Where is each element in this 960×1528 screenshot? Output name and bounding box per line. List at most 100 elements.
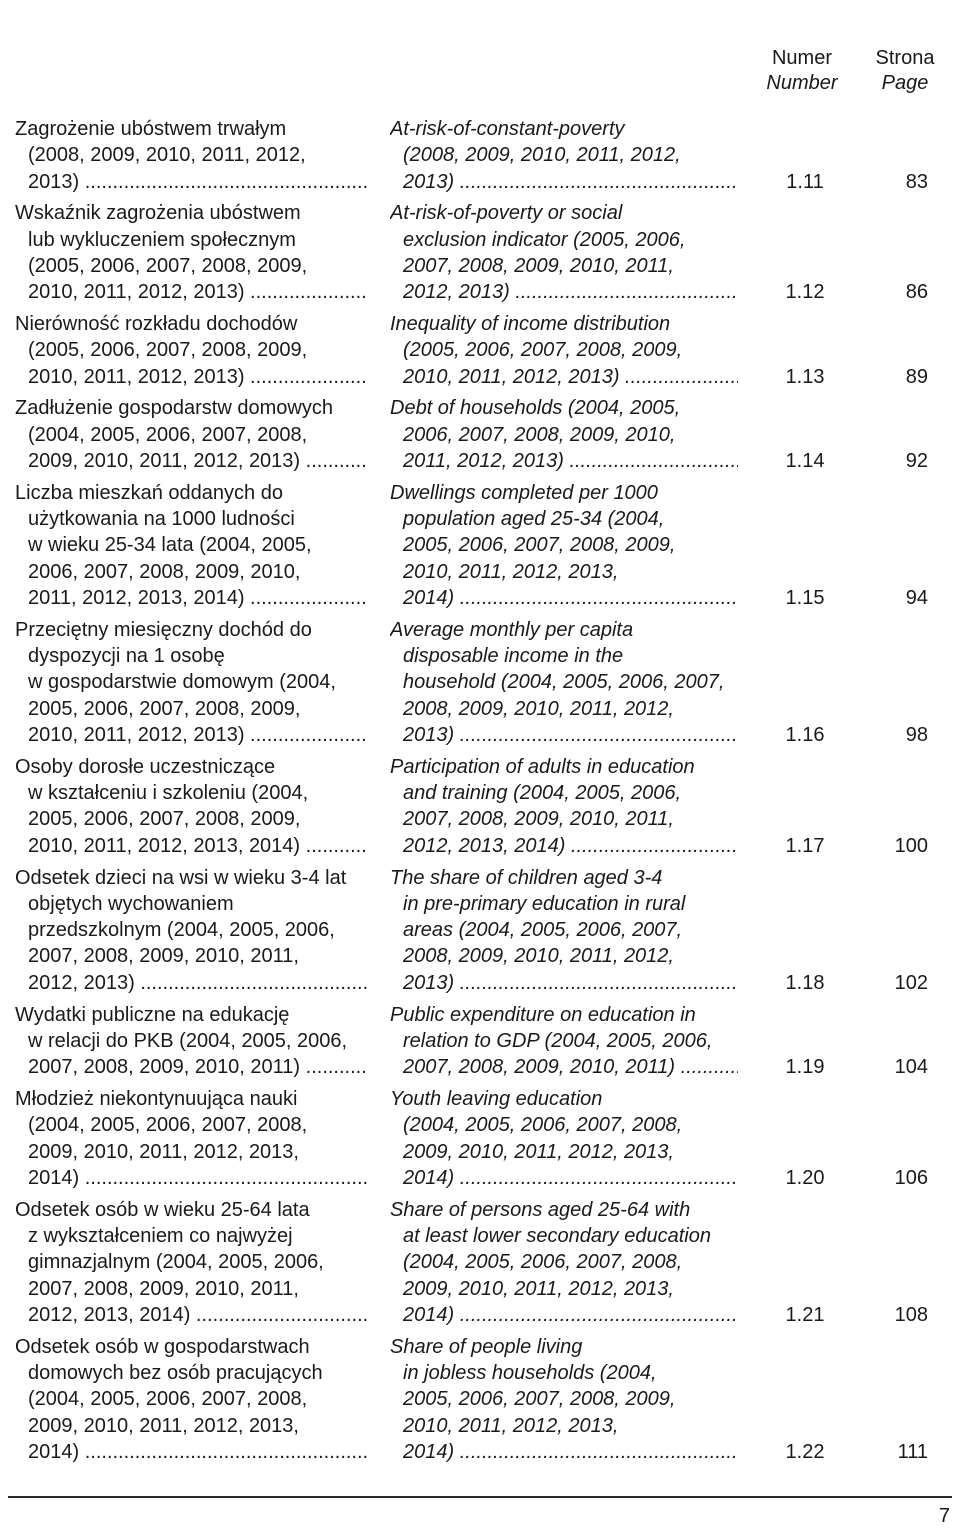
entry-title-line: Wydatki publiczne na edukację (15, 1003, 290, 1026)
entry-title-line: 2014) (15, 1165, 367, 1191)
entry-title-pl: Osoby dorosłe uczestniczące w kształceniu… (15, 754, 367, 859)
entry-title-line: (2004, 2005, 2006, 2007, 2008, (403, 1251, 683, 1274)
entry-title-line: Wskaźnik zagrożenia ubóstwem (15, 202, 301, 225)
toc-entry[interactable]: Przeciętny miesięczny dochód do dyspozycj… (0, 617, 960, 749)
footer-divider (8, 1496, 952, 1498)
toc-entry[interactable]: Liczba mieszkań oddanych do użytkowania n… (0, 480, 960, 612)
header-page-en: Page (881, 72, 929, 94)
entry-title-line: Osoby dorosłe uczestniczące (15, 755, 276, 778)
entry-title-line: 2007, 2008, 2009, 2010, 2011, (403, 808, 674, 831)
entry-number: 1.20 (785, 1166, 825, 1189)
entry-title-line: 2006, 2007, 2008, 2009, 2010, (403, 423, 676, 446)
toc-entry[interactable]: Młodzież niekontynuująca nauki (2004, 200… (0, 1086, 960, 1191)
entry-title-line: użytkowania na 1000 ludności (28, 508, 295, 531)
entry-number: 1.19 (785, 1056, 825, 1079)
entry-title-pl: Młodzież niekontynuująca nauki (2004, 200… (15, 1086, 367, 1191)
toc-entry[interactable]: Odsetek dzieci na wsi w wieku 3-4 lat obj… (0, 865, 960, 997)
entry-title-line: exclusion indicator (2005, 2006, (403, 228, 686, 251)
entry-title-line: 2010, 2011, 2012, 2013, 2014) (15, 833, 367, 859)
entry-title-line: at least lower secondary education (403, 1224, 711, 1247)
entry-page: 86 (905, 281, 928, 304)
entry-title-pl: Odsetek dzieci na wsi w wieku 3-4 lat obj… (15, 865, 367, 996)
entry-title-line: 2012, 2013) (15, 970, 367, 996)
entry-page: 102 (894, 971, 928, 994)
entry-title-line: Participation of adults in education (390, 755, 695, 778)
entry-title-line: household (2004, 2005, 2006, 2007, (403, 671, 725, 694)
entry-title-en: Inequality of income distribution (2005, … (390, 311, 738, 390)
entry-title-line: 2007, 2008, 2009, 2010, 2011, (28, 1277, 299, 1300)
toc-entry[interactable]: Zagrożenie ubóstwem trwałym (2008, 2009, … (0, 116, 960, 195)
entry-page: 106 (894, 1166, 928, 1189)
entry-title-line: Zadłużenie gospodarstw domowych (15, 397, 333, 420)
entry-title-line: Average monthly per capita (390, 618, 634, 641)
entry-title-line: 2011, 2012, 2013) (390, 448, 738, 474)
entry-page: 89 (905, 365, 928, 388)
entry-title-line: (2004, 2005, 2006, 2007, 2008, (28, 423, 308, 446)
entry-title-line: 2006, 2007, 2008, 2009, 2010, (28, 560, 301, 583)
entry-title-line: (2004, 2005, 2006, 2007, 2008, (403, 1114, 683, 1137)
entry-title-line: At-risk-of-poverty or social (390, 202, 623, 225)
entry-title-line: 2007, 2008, 2009, 2010, 2011) (390, 1054, 738, 1080)
table-of-contents: Zagrożenie ubóstwem trwałym (2008, 2009, … (0, 116, 960, 1471)
header-number-en: Number (766, 72, 838, 94)
entry-number: 1.21 (785, 1303, 825, 1326)
entry-title-line: 2013) (390, 970, 738, 996)
entry-number: 1.15 (785, 587, 825, 610)
entry-title-line: 2014) (15, 1439, 367, 1465)
toc-entry[interactable]: Wskaźnik zagrożenia ubóstwem lub wyklucze… (0, 200, 960, 305)
entry-title-line: The share of children aged 3-4 (390, 866, 663, 889)
entry-title-line: (2008, 2009, 2010, 2011, 2012, (28, 144, 306, 167)
entry-title-line: Nierówność rozkładu dochodów (15, 313, 298, 336)
entry-title-line: relation to GDP (2004, 2005, 2006, (403, 1029, 713, 1052)
entry-title-line: 2010, 2011, 2012, 2013) (390, 364, 738, 390)
entry-page: 98 (905, 724, 928, 747)
entry-title-en: At-risk-of-poverty or social exclusion in… (390, 200, 738, 305)
entry-title-line: 2014) (390, 585, 738, 611)
entry-title-line: domowych bez osób pracujących (28, 1361, 323, 1384)
entry-title-en: The share of children aged 3-4 in pre-pri… (390, 865, 738, 996)
toc-entry[interactable]: Odsetek osób w gospodarstwach domowych be… (0, 1334, 960, 1466)
entry-title-line: population aged 25-34 (2004, (403, 508, 665, 531)
entry-title-line: 2012, 2013, 2014) (390, 833, 738, 859)
toc-entry[interactable]: Zadłużenie gospodarstw domowych (2004, 20… (0, 395, 960, 474)
entry-title-line: Debt of households (2004, 2005, (390, 397, 681, 420)
entry-title-line: z wykształceniem co najwyżej (28, 1224, 293, 1247)
toc-entry[interactable]: Osoby dorosłe uczestniczące w kształceniu… (0, 754, 960, 859)
entry-number: 1.14 (785, 450, 825, 473)
entry-title-line: 2013) (390, 169, 738, 195)
entry-title-line: 2005, 2006, 2007, 2008, 2009, (28, 808, 301, 831)
entry-title-line: 2010, 2011, 2012, 2013) (15, 364, 367, 390)
entry-title-line: w relacji do PKB (2004, 2005, 2006, (28, 1029, 348, 1052)
entry-title-line: w gospodarstwie domowym (2004, (28, 671, 336, 694)
entry-title-pl: Odsetek osób w wieku 25-64 lata z wykszta… (15, 1197, 367, 1328)
entry-title-line: Liczba mieszkań oddanych do (15, 481, 283, 504)
entry-page: 104 (894, 1056, 928, 1079)
entry-title-line: in jobless households (2004, (403, 1361, 657, 1384)
column-header-page: Strona Page (858, 46, 952, 96)
entry-title-line: 2014) (390, 1439, 738, 1465)
entry-title-line: 2014) (390, 1165, 738, 1191)
entry-title-line: 2009, 2010, 2011, 2012, 2013, (28, 1414, 299, 1437)
entry-page: 108 (894, 1303, 928, 1326)
toc-entry[interactable]: Nierówność rozkładu dochodów (2005, 2006,… (0, 311, 960, 390)
entry-number: 1.17 (785, 834, 825, 857)
entry-title-en: Average monthly per capita disposable inc… (390, 617, 738, 748)
entry-title-line: Odsetek dzieci na wsi w wieku 3-4 lat (15, 866, 347, 889)
toc-entry[interactable]: Wydatki publiczne na edukację w relacji d… (0, 1002, 960, 1081)
entry-title-en: At-risk-of-constant-poverty (2008, 2009, … (390, 116, 738, 195)
toc-entry[interactable]: Odsetek osób w wieku 25-64 lata z wykszta… (0, 1197, 960, 1329)
entry-title-line: and training (2004, 2005, 2006, (403, 782, 681, 805)
entry-number: 1.18 (785, 971, 825, 994)
entry-number: 1.12 (785, 281, 825, 304)
entry-title-line: 2009, 2010, 2011, 2012, 2013, (28, 1140, 299, 1163)
entry-title-pl: Wskaźnik zagrożenia ubóstwem lub wyklucze… (15, 200, 367, 305)
entry-title-line: Dwellings completed per 1000 (390, 481, 658, 504)
entry-title-line: 2007, 2008, 2009, 2010, 2011, (403, 254, 674, 277)
entry-title-pl: Zagrożenie ubóstwem trwałym (2008, 2009, … (15, 116, 367, 195)
entry-title-pl: Odsetek osób w gospodarstwach domowych be… (15, 1334, 367, 1465)
entry-title-line: Odsetek osób w gospodarstwach (15, 1335, 310, 1358)
entry-page: 100 (894, 834, 928, 857)
entry-page: 94 (905, 587, 928, 610)
header-number-pl: Numer (771, 47, 832, 69)
